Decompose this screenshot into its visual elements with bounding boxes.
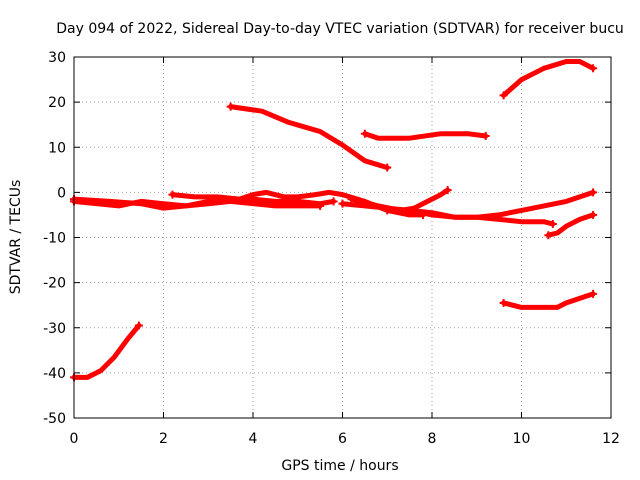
y-tick-label: 0 xyxy=(57,185,66,201)
x-tick-label: 10 xyxy=(513,431,531,447)
series-arc-3 xyxy=(362,131,489,141)
series-arc-2-end-marker xyxy=(383,163,392,172)
y-axis-label: SDTVAR / TECUs xyxy=(8,180,24,295)
x-tick-label: 12 xyxy=(602,431,620,447)
series-arc-4 xyxy=(501,59,596,98)
y-tick-label: 10 xyxy=(48,140,66,156)
series-arc-2-start-marker xyxy=(226,102,235,111)
series-arc-9 xyxy=(349,187,451,213)
series-layer xyxy=(70,59,598,382)
x-tick-label: 4 xyxy=(249,431,258,447)
x-tick-label: 0 xyxy=(70,431,79,447)
chart-title: Day 094 of 2022, Sidereal Day-to-day VTE… xyxy=(56,21,624,37)
y-tick-label: 30 xyxy=(48,50,66,66)
series-arc-12-end-marker xyxy=(589,289,598,298)
series-arc-11 xyxy=(545,212,596,238)
series-arc-10-start-marker xyxy=(383,206,392,215)
series-arc-11-end-marker xyxy=(589,210,598,219)
y-tick-label: 20 xyxy=(48,95,66,111)
series-arc-3-end-marker xyxy=(481,131,490,140)
series-arc-11-start-marker xyxy=(544,231,553,240)
series-arc-10 xyxy=(384,189,596,220)
series-arc-12 xyxy=(501,291,596,310)
series-arc-3-start-marker xyxy=(360,129,369,138)
series-arc-8-start-marker xyxy=(338,199,347,208)
series-arc-4-start-marker xyxy=(499,91,508,100)
x-tick-label: 8 xyxy=(428,431,437,447)
tick-layer: 0 2 4 6 8 10 12 -50 -40 -30 -20 -10 0 10 20 30 xyxy=(43,50,620,447)
y-tick-label: -50 xyxy=(43,411,66,427)
series-arc-1-end-marker xyxy=(134,321,143,330)
y-tick-label: -40 xyxy=(43,366,66,382)
y-tick-label: -30 xyxy=(43,321,66,337)
series-arc-2 xyxy=(228,104,390,171)
series-arc-6-end-marker xyxy=(316,201,325,210)
series-arc-9-start-marker xyxy=(347,195,356,204)
series-arc-6 xyxy=(71,196,323,211)
x-axis-label: GPS time / hours xyxy=(281,458,398,474)
series-arc-12-start-marker xyxy=(499,298,508,307)
x-tick-label: 6 xyxy=(338,431,347,447)
grid xyxy=(74,57,611,418)
series-arc-8-end-marker xyxy=(548,219,557,228)
x-tick-label: 2 xyxy=(159,431,168,447)
y-tick-label: -20 xyxy=(43,276,66,292)
series-arc-1 xyxy=(71,323,142,380)
series-arc-4-end-marker xyxy=(589,64,598,73)
y-tick-label: -10 xyxy=(43,231,66,247)
series-arc-9-end-marker xyxy=(443,186,452,195)
series-arc-5-end-marker xyxy=(329,197,338,206)
series-arc-10-end-marker xyxy=(589,188,598,197)
series-arc-7-start-marker xyxy=(168,190,177,199)
